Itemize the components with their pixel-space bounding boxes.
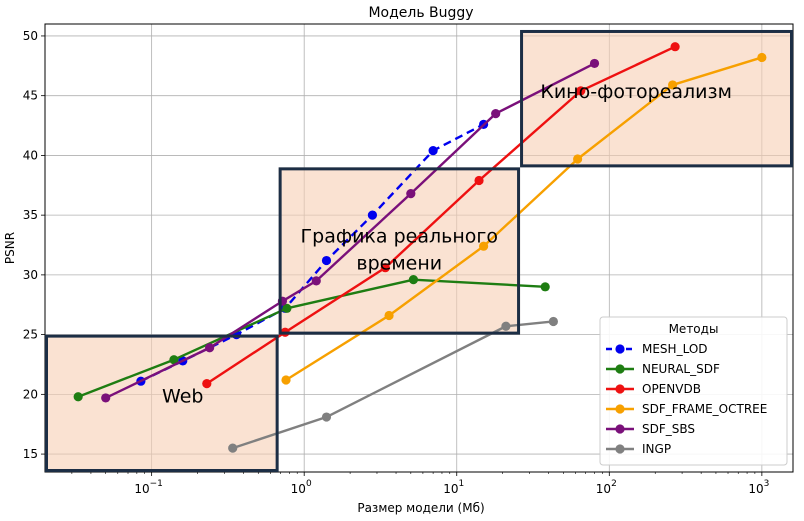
- legend-marker: [615, 364, 625, 374]
- data-point-openvdb: [202, 378, 212, 389]
- series-line-sdf_frame_octree: [285, 56, 763, 382]
- x-tick-label: 103: [748, 479, 769, 496]
- x-axis-label: Размер модели (Мб): [357, 501, 484, 515]
- x-tick-exponent: −1: [150, 479, 163, 489]
- data-point-sdf_sbs: [311, 276, 321, 286]
- region-border: [520, 29, 793, 168]
- legend-marker: [615, 424, 625, 434]
- data-point-neural_sdf: [540, 282, 550, 292]
- data-point-sdf_frame_octree: [668, 80, 678, 90]
- legend-label: OPENVDB: [642, 382, 701, 396]
- data-point-mesh_lod: [321, 255, 332, 266]
- region-label: Web: [162, 386, 203, 408]
- y-tick-label: 45: [23, 89, 38, 103]
- legend-box: [599, 316, 788, 466]
- legend-label: SDF_SBS: [642, 422, 695, 436]
- region-labels: Web Графика реального времени Кино-фотореал…: [162, 81, 732, 408]
- series-lines: [73, 42, 767, 453]
- legend-marker: [615, 384, 625, 394]
- regions: [45, 29, 793, 472]
- legend: Методы MESH_LOD NEURAL_SDF OPENVDB SDF_FRAME…: [599, 316, 788, 466]
- series-line-openvdb: [206, 45, 676, 385]
- data-point-mesh_lod: [367, 210, 378, 220]
- y-tick-label: 25: [23, 328, 38, 342]
- x-tick-exponent: 2: [611, 479, 617, 489]
- region-fill: [45, 334, 279, 472]
- data-point-ingp: [228, 443, 238, 453]
- legend-marker: [615, 444, 625, 454]
- data-point-sdf_frame_octree: [573, 154, 583, 164]
- y-tick-label: 35: [23, 208, 38, 222]
- legend-label: SDF_FRAME_OCTREE: [642, 402, 767, 416]
- data-point-neural_sdf: [73, 392, 83, 402]
- data-point-mesh_lod: [428, 146, 438, 156]
- y-tick-label: 15: [23, 447, 38, 461]
- x-tick-exponent: 1: [459, 479, 465, 489]
- data-point-neural_sdf: [408, 275, 419, 285]
- legend-marker: [615, 344, 625, 354]
- y-tick-label: 50: [23, 29, 38, 43]
- legend-label: INGP: [642, 442, 671, 456]
- x-tick-label: 10−1: [134, 479, 163, 496]
- data-point-openvdb: [474, 175, 484, 186]
- chart-title: Модель Buggy: [368, 5, 473, 21]
- data-point-openvdb: [670, 42, 680, 52]
- data-point-sdf_frame_octree: [757, 52, 767, 63]
- region-label: Кино-фотореализм: [540, 81, 732, 103]
- x-tick-label: 100: [291, 479, 312, 496]
- data-point-ingp: [321, 412, 332, 422]
- y-tick-label: 40: [23, 148, 38, 162]
- data-point-sdf_sbs: [205, 343, 215, 353]
- region-fill: [278, 167, 521, 335]
- data-point-sdf_frame_octree: [384, 310, 394, 321]
- y-tick-label: 20: [23, 387, 38, 401]
- region-label: времени: [356, 253, 442, 275]
- region-label: Графика реального: [301, 226, 498, 248]
- data-point-sdf_sbs: [406, 189, 416, 199]
- region-border: [278, 167, 521, 335]
- data-point-neural_sdf: [282, 303, 292, 313]
- data-point-neural_sdf: [169, 355, 179, 365]
- region-borders: [45, 29, 793, 473]
- data-point-sdf_sbs: [589, 58, 600, 69]
- plot-frame: [44, 23, 794, 473]
- data-point-ingp: [548, 316, 558, 327]
- legend-label: NEURAL_SDF: [642, 362, 720, 376]
- data-point-sdf_sbs: [101, 393, 111, 403]
- x-tick-exponent: 3: [764, 479, 770, 489]
- legend-marker: [615, 404, 625, 414]
- region-border: [45, 334, 279, 473]
- data-point-sdf_frame_octree: [479, 241, 489, 251]
- series-line-ingp: [232, 320, 554, 450]
- data-point-sdf_frame_octree: [281, 375, 291, 385]
- legend-title: Методы: [669, 322, 719, 336]
- data-point-openvdb: [380, 263, 390, 273]
- x-tick-label: 101: [443, 479, 464, 496]
- x-tick-label: 102: [596, 479, 617, 496]
- y-axis-label: PSNR: [3, 232, 17, 264]
- data-point-sdf_sbs: [491, 109, 501, 119]
- axes-frame: [44, 23, 794, 473]
- data-point-ingp: [501, 321, 511, 331]
- legend-label: MESH_LOD: [642, 342, 708, 356]
- data-point-openvdb: [576, 86, 586, 96]
- y-tick-label: 30: [23, 268, 38, 282]
- x-tick-exponent: 0: [306, 479, 312, 489]
